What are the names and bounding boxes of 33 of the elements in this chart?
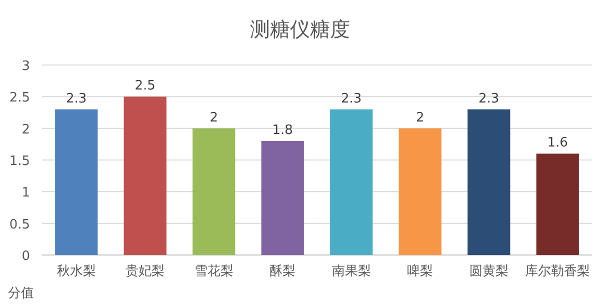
bar [55,109,98,255]
x-tick-label: 啤梨 [407,264,434,279]
data-label: 2 [416,110,424,126]
y-axis-title: 分值 [8,286,34,301]
y-tick-label: 0.5 [9,217,30,232]
x-tick-label: 南果梨 [332,264,371,279]
x-tick-label: 贵妃梨 [126,264,165,279]
bar [261,141,304,255]
x-tick-label: 酥梨 [270,264,296,279]
y-tick-label: 1.5 [9,154,30,169]
bar [398,128,442,255]
data-label: 2.5 [134,78,156,94]
x-tick-label: 秋水梨 [56,264,96,279]
data-label: 2 [210,110,218,126]
data-label: 2.3 [66,91,87,106]
y-tick-label: 3 [22,59,30,74]
data-label: 1.6 [547,136,568,151]
y-tick-label: 2 [22,122,30,138]
x-tick-label: 圆黄梨 [469,264,508,279]
y-tick-label: 2.5 [9,90,30,106]
bar [468,109,510,255]
chart-title: 测糖仪糖度 [250,17,350,41]
x-tick-label: 雪花梨 [194,264,234,279]
data-label: 2.3 [478,91,500,106]
bar [192,128,236,255]
y-tick-label: 0 [22,249,30,264]
bar [124,96,166,255]
bar [330,109,373,255]
y-tick-label: 1 [22,186,30,201]
data-label: 2.3 [341,91,362,106]
data-label: 1.8 [272,123,293,138]
x-tick-label: 库尔勒香梨 [525,264,590,279]
bar [536,154,579,255]
